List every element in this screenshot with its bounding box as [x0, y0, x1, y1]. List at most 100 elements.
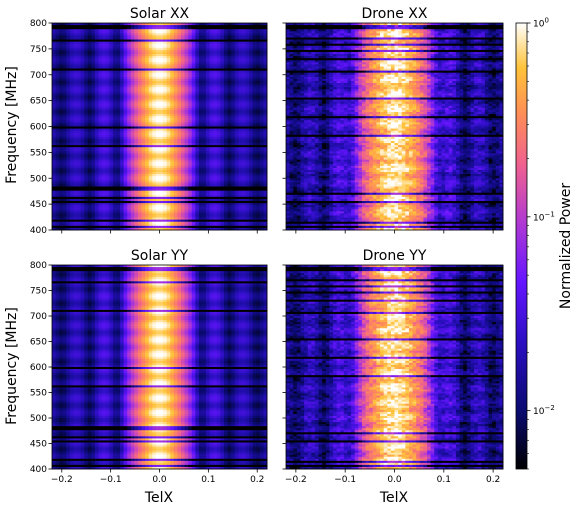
heatmap-cell	[213, 37, 218, 40]
heatmap-cell	[62, 93, 67, 96]
heatmap-cell	[184, 56, 189, 59]
heatmap-cell	[227, 43, 232, 47]
heatmap-cell	[138, 95, 142, 98]
heatmap-cell	[159, 116, 164, 119]
heatmap-cell	[220, 64, 225, 67]
heatmap-cell	[170, 56, 175, 59]
heatmap-cell	[120, 105, 125, 109]
heatmap-cell	[91, 97, 96, 100]
heatmap-cell	[231, 41, 236, 45]
heatmap-cell	[66, 116, 71, 119]
heatmap-cell	[231, 58, 236, 61]
heatmap-cell	[62, 118, 67, 121]
heatmap-cell	[127, 25, 132, 28]
heatmap-cell	[181, 43, 185, 47]
heatmap-cell	[206, 47, 211, 51]
heatmap-cell	[191, 89, 196, 92]
heatmap-cell	[77, 101, 82, 105]
heatmap-cell	[134, 35, 139, 38]
heatmap-cell	[84, 25, 89, 28]
heatmap-cell	[249, 91, 254, 94]
heatmap-cell	[112, 62, 117, 65]
heatmap-cell	[145, 35, 150, 38]
heatmap-cell	[59, 74, 64, 78]
heatmap-cell	[159, 45, 164, 49]
heatmap-cell	[252, 72, 257, 76]
heatmap-cell	[170, 25, 175, 28]
heatmap-cell	[184, 49, 189, 53]
heatmap-cell	[152, 29, 157, 32]
heatmap-cell	[123, 68, 128, 72]
heatmap-cell	[138, 83, 142, 86]
heatmap-cell	[145, 105, 150, 109]
heatmap-cell	[102, 54, 107, 57]
heatmap-cell	[159, 107, 164, 111]
heatmap-cell	[188, 49, 193, 53]
heatmap-cell	[69, 37, 74, 40]
heatmap-cell	[259, 112, 264, 115]
heatmap-cell	[227, 109, 232, 113]
heatmap-cell	[184, 47, 189, 51]
heatmap-cell	[152, 62, 157, 65]
heatmap-cell	[73, 47, 78, 51]
heatmap-cell	[98, 43, 103, 47]
heatmap-cell	[52, 83, 56, 86]
heatmap-cell	[184, 76, 189, 80]
heatmap-cell	[155, 68, 160, 72]
heatmap-cell	[95, 85, 99, 88]
heatmap-cell	[155, 85, 160, 88]
heatmap-cell	[206, 83, 211, 86]
heatmap-cell	[134, 89, 139, 92]
heatmap-cell	[216, 91, 221, 94]
heatmap-cell	[98, 95, 103, 98]
heatmap-cell	[73, 74, 78, 78]
heatmap-cell	[155, 97, 160, 100]
heatmap-cell	[62, 83, 67, 86]
heatmap-cell	[84, 112, 89, 115]
heatmap-cell	[238, 107, 243, 111]
heatmap-cell	[116, 76, 121, 80]
heatmap-cell	[145, 51, 150, 55]
heatmap-cell	[134, 39, 139, 43]
heatmap-cell	[177, 29, 182, 32]
heatmap-cell	[102, 76, 107, 80]
heatmap-cell	[198, 95, 203, 98]
heatmap-cell	[109, 60, 114, 63]
heatmap-cell	[141, 31, 146, 34]
heatmap-cell	[102, 41, 107, 45]
heatmap-cell	[138, 72, 142, 76]
heatmap-cell	[220, 91, 225, 94]
heatmap-cell	[256, 109, 261, 113]
heatmap-cell	[177, 105, 182, 109]
heatmap-cell	[188, 116, 193, 119]
heatmap-cell	[234, 29, 239, 32]
heatmap-cell	[98, 58, 103, 61]
heatmap-cell	[177, 64, 182, 67]
heatmap-cell	[241, 45, 246, 49]
heatmap-cell	[116, 51, 121, 55]
heatmap-cell	[234, 56, 239, 59]
heatmap-cell	[206, 56, 211, 59]
heatmap-cell	[202, 80, 207, 84]
heatmap-cell	[120, 62, 125, 65]
heatmap-cell	[216, 62, 221, 65]
heatmap-cell	[170, 105, 175, 109]
heatmap-cell	[238, 35, 243, 38]
heatmap-cell	[238, 33, 243, 36]
heatmap-cell	[66, 118, 71, 121]
heatmap-cell	[127, 70, 132, 74]
heatmap-cell	[130, 85, 135, 88]
heatmap-cell	[73, 68, 78, 72]
heatmap-cell	[59, 87, 64, 90]
heatmap-cell	[80, 118, 85, 121]
heatmap-cell	[127, 56, 132, 59]
heatmap-cell	[263, 76, 268, 80]
heatmap-cell	[184, 39, 189, 43]
heatmap-cell	[159, 23, 164, 26]
heatmap-cell	[95, 78, 99, 82]
heatmap-cell	[159, 112, 164, 115]
heatmap-cell	[181, 87, 185, 90]
heatmap-cell	[238, 45, 243, 49]
heatmap-cell	[170, 37, 175, 40]
heatmap-cell	[224, 31, 228, 34]
